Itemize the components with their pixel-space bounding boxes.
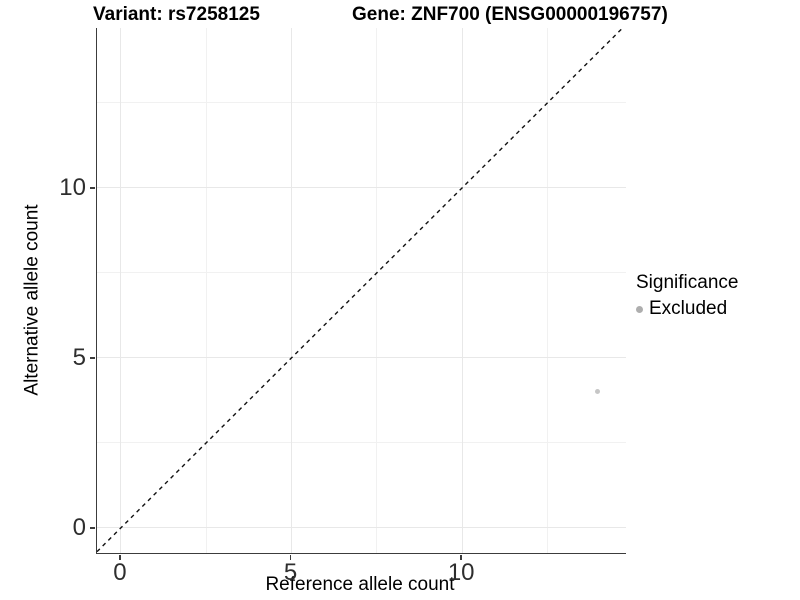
plot-title-variant: Variant: rs7258125 bbox=[93, 4, 260, 25]
legend-item-label: Excluded bbox=[649, 297, 728, 319]
y-tick-label: 0 bbox=[72, 513, 86, 541]
y-minor-gridline bbox=[97, 442, 626, 444]
identity-reference-line bbox=[96, 27, 624, 553]
y-tick-mark bbox=[89, 357, 95, 359]
x-minor-gridline bbox=[205, 28, 207, 553]
y-tick-label: 10 bbox=[59, 173, 86, 201]
x-major-gridline bbox=[461, 28, 463, 553]
x-major-gridline bbox=[120, 28, 122, 553]
legend-item: Excluded bbox=[636, 298, 738, 321]
y-major-gridline bbox=[97, 527, 626, 529]
y-tick-label: 5 bbox=[72, 343, 86, 371]
x-major-gridline bbox=[291, 28, 293, 553]
y-major-gridline bbox=[97, 187, 626, 189]
legend: Significance Excluded bbox=[636, 272, 738, 321]
x-minor-gridline bbox=[376, 28, 378, 553]
y-tick-mark bbox=[89, 187, 95, 189]
y-minor-gridline bbox=[97, 102, 626, 104]
x-tick-mark bbox=[119, 554, 121, 560]
x-tick-mark bbox=[289, 554, 292, 560]
data-point bbox=[595, 389, 601, 395]
plot-title-gene: Gene: ZNF700 (ENSG00000196757) bbox=[352, 4, 668, 25]
legend-title: Significance bbox=[636, 272, 739, 293]
plot-panel bbox=[96, 27, 626, 554]
y-minor-gridline bbox=[97, 272, 626, 274]
excluded-point-icon bbox=[636, 305, 643, 313]
y-tick-mark bbox=[89, 527, 95, 529]
y-axis-title: Alternative allele count bbox=[21, 204, 43, 396]
y-major-gridline bbox=[97, 357, 626, 359]
x-minor-gridline bbox=[547, 28, 548, 553]
x-tick-label: 0 bbox=[113, 559, 127, 586]
x-tick-label: 5 bbox=[283, 559, 298, 586]
x-tick-label: 10 bbox=[447, 559, 475, 586]
x-axis-title: Reference allele count bbox=[265, 574, 455, 595]
x-tick-mark bbox=[460, 554, 462, 560]
